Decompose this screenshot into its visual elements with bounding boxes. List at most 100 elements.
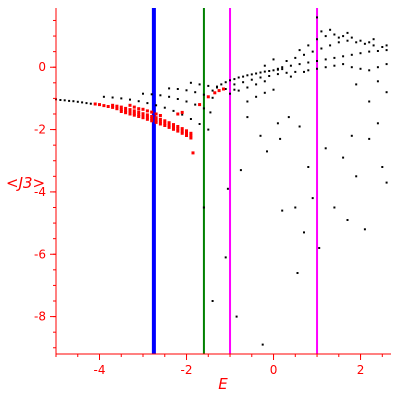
black-data-point [272, 69, 275, 72]
black-data-point [250, 73, 253, 76]
black-data-point [311, 197, 314, 200]
black-data-point [279, 137, 282, 140]
black-data-point [350, 36, 353, 39]
black-data-point [342, 35, 345, 38]
black-data-point [337, 36, 340, 39]
black-data-point [198, 123, 201, 125]
black-data-point [333, 56, 336, 59]
red-data-point [167, 125, 171, 129]
red-data-point [189, 136, 193, 140]
black-data-point [294, 56, 297, 59]
red-data-point [145, 115, 149, 119]
black-data-point [368, 41, 371, 44]
red-data-point [180, 110, 184, 114]
black-data-point [120, 97, 123, 100]
black-data-point [368, 137, 371, 140]
black-data-point [207, 84, 210, 87]
black-data-point [211, 89, 214, 92]
red-data-point [137, 107, 141, 111]
black-data-point [350, 134, 353, 137]
black-data-point [263, 64, 266, 67]
red-data-point [176, 127, 180, 131]
black-data-point [385, 44, 388, 47]
black-data-point [363, 42, 366, 45]
black-data-point [263, 91, 266, 94]
red-data-point [189, 131, 193, 135]
black-data-point [368, 100, 371, 103]
red-data-point [119, 105, 123, 109]
black-data-point [233, 78, 236, 81]
black-data-point [194, 91, 197, 94]
black-data-point [320, 30, 323, 33]
black-data-point [285, 60, 288, 62]
black-data-point [146, 102, 149, 105]
black-data-point [237, 89, 240, 92]
black-data-point [89, 102, 92, 105]
black-data-point [368, 50, 371, 53]
black-data-point [168, 87, 171, 90]
black-data-point [63, 99, 66, 102]
x-tick-label: -4 [94, 363, 106, 377]
black-data-point [372, 38, 375, 41]
red-data-point [189, 134, 193, 138]
red-data-point [137, 115, 141, 118]
black-data-point [276, 73, 279, 76]
black-data-point [259, 76, 262, 79]
red-data-point [154, 120, 158, 124]
red-data-point [145, 109, 149, 113]
black-data-point [211, 300, 214, 302]
black-data-point [239, 169, 242, 172]
black-data-point [324, 66, 327, 69]
red-data-point [124, 109, 128, 113]
red-data-point [198, 103, 202, 107]
red-data-point [137, 113, 141, 117]
black-data-point [233, 88, 236, 91]
red-data-point [145, 117, 149, 121]
black-data-point [346, 219, 349, 221]
black-data-point [324, 147, 327, 150]
red-data-point [141, 112, 145, 116]
red-data-point [128, 103, 132, 107]
black-data-point [259, 134, 262, 137]
black-data-point [316, 16, 318, 19]
black-data-point [226, 187, 229, 190]
black-data-point [266, 150, 268, 153]
red-data-point [137, 110, 141, 114]
black-data-point [202, 107, 205, 110]
black-data-point [363, 228, 366, 231]
black-data-point [316, 67, 318, 70]
black-data-point [307, 61, 310, 64]
x-tick-label: 0 [270, 363, 278, 377]
black-data-point [202, 206, 205, 209]
red-data-point [124, 111, 128, 115]
red-data-point [185, 131, 188, 135]
x-tick-label: -2 [181, 363, 193, 377]
black-data-point [303, 70, 305, 73]
red-data-point [128, 110, 132, 114]
red-data-point [119, 110, 123, 113]
black-data-point [333, 64, 336, 67]
red-data-point [158, 117, 162, 121]
black-data-point [376, 80, 379, 83]
black-data-point [368, 69, 371, 72]
black-data-point [294, 70, 297, 73]
black-data-point [385, 49, 388, 52]
black-data-point [255, 72, 258, 75]
red-data-point [150, 115, 154, 118]
black-data-point [255, 83, 258, 86]
red-data-point [191, 151, 195, 155]
black-data-point [385, 91, 388, 94]
red-data-point [150, 117, 154, 121]
black-data-point [303, 53, 305, 56]
y-tick-label: 0 [38, 60, 46, 74]
black-data-point [163, 106, 166, 109]
black-data-point [285, 71, 288, 74]
black-data-point [59, 99, 62, 101]
y-tick-label: -8 [34, 310, 46, 324]
black-data-point [298, 63, 301, 66]
black-data-point [346, 39, 349, 42]
black-data-point [189, 81, 192, 84]
black-data-point [224, 88, 227, 90]
black-data-point [224, 256, 227, 259]
black-data-point [250, 78, 253, 81]
